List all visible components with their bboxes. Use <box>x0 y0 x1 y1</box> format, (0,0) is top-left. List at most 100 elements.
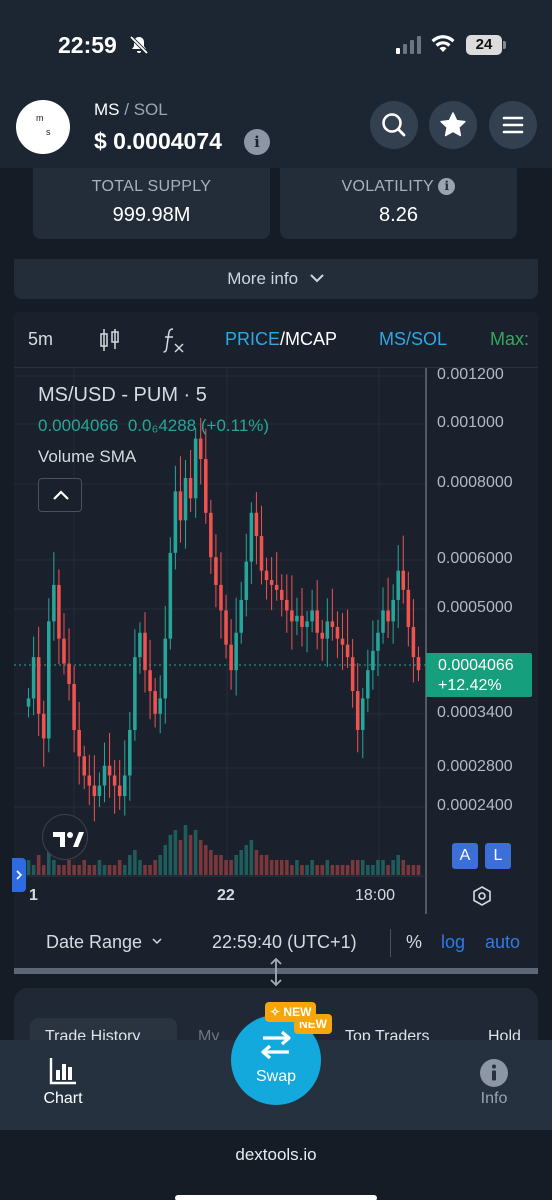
side-expand-handle[interactable] <box>12 858 26 892</box>
volume-bar <box>57 865 61 875</box>
candle-body <box>264 570 269 581</box>
volume-bar <box>72 865 76 875</box>
volume-bar <box>300 865 304 875</box>
search-button[interactable] <box>370 101 418 149</box>
interval-selector[interactable]: 5m <box>28 329 54 349</box>
candle-body <box>335 627 340 639</box>
candles-icon[interactable] <box>99 327 121 358</box>
volume-bar <box>107 865 112 875</box>
token-price: $ 0.0004074 <box>94 128 222 154</box>
auto-scale-button[interactable]: A <box>452 843 478 869</box>
menu-button[interactable] <box>489 101 537 149</box>
volume-bar <box>62 865 66 875</box>
volume-bar <box>360 860 365 875</box>
price-mcap-toggle[interactable]: PRICE/MCAP <box>225 329 337 350</box>
volatility-info-icon[interactable]: i <box>438 178 456 195</box>
candle-body <box>269 580 274 585</box>
volume-bar <box>209 850 213 875</box>
max-label[interactable]: Max: <box>490 329 530 349</box>
candle-body <box>173 491 178 553</box>
x-tick-label: 18:00 <box>355 887 396 904</box>
candle-body <box>163 638 168 699</box>
candle-body <box>138 632 142 658</box>
pair-toggle[interactable]: MS/SOL <box>379 329 448 349</box>
volume-bar <box>330 865 335 875</box>
candle-body <box>198 438 203 460</box>
volume-bar <box>249 840 254 875</box>
volume-bar <box>224 860 228 875</box>
search-icon <box>382 113 406 137</box>
volatility-value: 8.26 <box>379 204 418 226</box>
candle-body <box>325 621 330 639</box>
volume-bar <box>183 825 188 875</box>
candle-body <box>290 610 294 622</box>
volume-bar <box>310 860 314 875</box>
auto-scale-toggle[interactable]: auto <box>485 932 521 952</box>
date-range-button[interactable]: Date Range <box>46 932 163 953</box>
collapse-legend-button[interactable] <box>38 478 82 512</box>
volume-bar <box>198 840 203 875</box>
volatility-label-row: VOLATILITY i <box>280 178 517 196</box>
volume-bar <box>315 865 319 875</box>
volume-bar <box>386 865 390 875</box>
volume-bar <box>355 860 360 875</box>
volume-bar <box>163 845 168 875</box>
volume-bar <box>133 850 137 875</box>
y-tick-label: 0.001000 <box>437 414 504 431</box>
volume-bar <box>325 860 330 875</box>
resize-arrows-icon[interactable] <box>266 957 286 992</box>
volume-bar <box>411 865 416 875</box>
volume-bar <box>381 860 385 875</box>
log-scale-toggle[interactable]: log <box>441 932 466 952</box>
volume-bar <box>214 855 218 875</box>
chevron-right-icon <box>16 870 23 880</box>
volume-bar <box>102 865 107 875</box>
indicators-icon[interactable] <box>162 326 186 359</box>
candle-body <box>285 599 289 611</box>
candle-body <box>320 632 325 639</box>
volume-bar <box>138 860 142 875</box>
pair-separator: / <box>124 100 129 119</box>
x-tick-label: 1 <box>29 887 38 904</box>
nav-info[interactable]: Info <box>461 1058 527 1108</box>
volume-bar <box>112 865 117 875</box>
volume-bar <box>406 865 411 875</box>
more-info-button[interactable]: More info <box>14 259 538 299</box>
volume-bar <box>128 855 132 875</box>
volume-bar <box>244 845 249 875</box>
volume-bar <box>290 865 294 875</box>
price-info-icon[interactable]: i <box>244 129 270 155</box>
sparkle-icon: ✧ <box>270 1005 281 1019</box>
volume-bar <box>345 865 350 875</box>
log-scale-button[interactable]: L <box>485 843 511 869</box>
candle-body <box>350 657 355 692</box>
candle-body <box>122 775 127 797</box>
favorite-button[interactable] <box>429 101 477 149</box>
volume-bar <box>117 860 122 875</box>
volume-bar <box>67 860 71 875</box>
candle-body <box>279 589 284 600</box>
price-chart[interactable] <box>14 368 538 918</box>
candle-body <box>234 632 238 671</box>
new-badge: ✧ NEW <box>265 1002 317 1022</box>
volume-bar <box>193 830 198 875</box>
candle-body <box>158 698 162 714</box>
volume-bar <box>31 865 36 875</box>
volume-bar <box>295 860 299 875</box>
nav-chart[interactable]: Chart <box>30 1056 96 1108</box>
volume-bar <box>416 865 421 875</box>
candle-body <box>209 512 213 558</box>
last-price-change: +12.42% <box>438 677 502 694</box>
volume-bar <box>335 865 340 875</box>
candle-body <box>259 536 264 571</box>
candle-body <box>72 683 76 730</box>
candle-body <box>229 644 233 671</box>
volume-bar <box>264 855 269 875</box>
percent-scale-toggle[interactable]: % <box>406 932 423 952</box>
volume-bar <box>47 850 51 875</box>
chart-settings-icon[interactable] <box>470 884 494 913</box>
base-token: MS <box>94 100 120 119</box>
tradingview-logo-icon[interactable] <box>42 814 88 860</box>
url-text[interactable]: dextools.io <box>235 1145 317 1164</box>
candle-body <box>183 477 188 521</box>
